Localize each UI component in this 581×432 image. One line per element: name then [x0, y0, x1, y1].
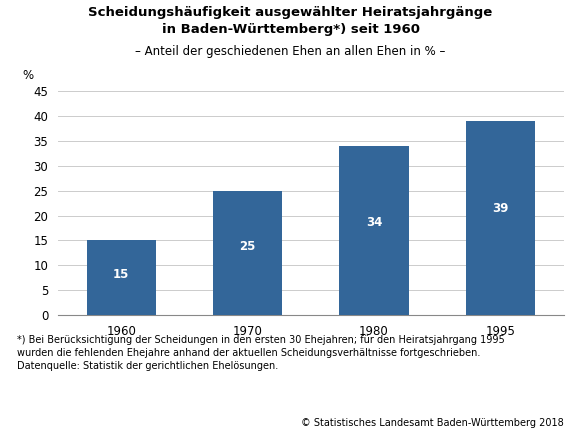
Text: Scheidungshäufigkeit ausgewählter Heiratsjahrgänge
in Baden-Württemberg*) seit 1: Scheidungshäufigkeit ausgewählter Heirat…: [88, 6, 493, 36]
Text: 39: 39: [492, 202, 508, 215]
Bar: [87, 241, 156, 315]
Text: 34: 34: [366, 216, 382, 229]
Text: © Statistisches Landesamt Baden-Württemberg 2018: © Statistisches Landesamt Baden-Württemb…: [301, 418, 564, 428]
Bar: [465, 121, 535, 315]
Text: 15: 15: [113, 268, 130, 281]
Bar: [213, 191, 282, 315]
Bar: [339, 146, 409, 315]
Text: *) Bei Berücksichtigung der Scheidungen in den ersten 30 Ehejahren; für den Heir: *) Bei Berücksichtigung der Scheidungen …: [17, 335, 505, 371]
Text: 25: 25: [239, 240, 256, 253]
Text: – Anteil der geschiedenen Ehen an allen Ehen in % –: – Anteil der geschiedenen Ehen an allen …: [135, 45, 446, 58]
Text: %: %: [23, 69, 34, 82]
